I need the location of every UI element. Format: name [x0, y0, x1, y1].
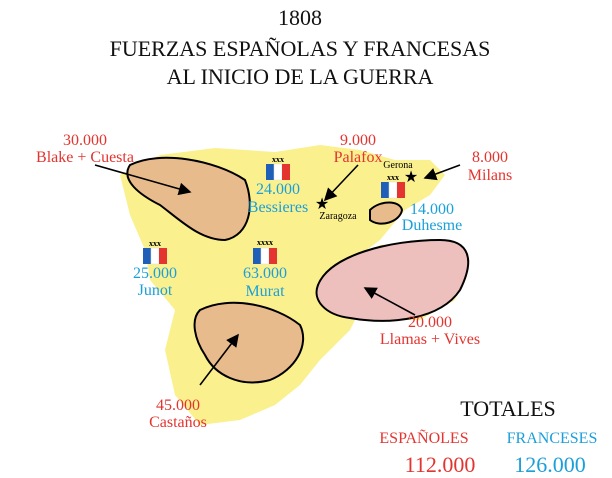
- arrow: [323, 164, 359, 202]
- army-region: [369, 201, 404, 225]
- army-region: [193, 301, 305, 384]
- arrow: [423, 164, 461, 181]
- commander: Castaños: [149, 414, 207, 431]
- troops: 25.000: [133, 265, 177, 282]
- flag: [142, 247, 168, 265]
- flag: [265, 163, 291, 181]
- commander: Blake + Cuesta: [36, 149, 134, 166]
- troops: 20.000: [408, 314, 452, 331]
- place-label: Gerona: [383, 160, 413, 171]
- title: FUERZAS ESPAÑOLAS Y FRANCESAS: [110, 36, 491, 61]
- troops: 30.000: [63, 132, 107, 149]
- title: AL INICIO DE LA GUERRA: [167, 64, 434, 89]
- arrow: [363, 287, 416, 316]
- totals-value: 126.000: [514, 452, 586, 477]
- star: ★: [315, 196, 329, 213]
- arrow: [199, 333, 239, 386]
- flag: [380, 181, 406, 199]
- flag: [252, 247, 278, 265]
- place-label: Zaragoza: [319, 211, 357, 222]
- totals-value: 112.000: [405, 452, 476, 477]
- army-region: [315, 238, 470, 322]
- troops: 45.000: [156, 397, 200, 414]
- star: ★: [404, 169, 418, 186]
- arrow: [94, 164, 192, 196]
- troops: 63.000: [243, 265, 287, 282]
- rank: xxxx: [257, 238, 273, 247]
- totals-label: FRANCESES: [507, 430, 598, 447]
- commander: Milans: [468, 167, 512, 184]
- title-year: 1808: [278, 5, 322, 30]
- troops: 24.000: [256, 181, 300, 198]
- commander: Duhesme: [402, 217, 462, 234]
- totals-heading: TOTALES: [460, 396, 556, 421]
- commander: Bessieres: [248, 199, 308, 216]
- totals-label: ESPAÑOLES: [379, 429, 468, 447]
- commander: Llamas + Vives: [380, 331, 480, 348]
- commander: Junot: [138, 282, 173, 299]
- rank: xxx: [149, 239, 161, 248]
- troops: 9.000: [340, 132, 376, 149]
- commander: Palafox: [334, 149, 383, 166]
- commander: Murat: [245, 283, 285, 300]
- rank: xxx: [387, 173, 399, 182]
- rank: xxx: [272, 155, 284, 164]
- troops: 8.000: [472, 149, 508, 166]
- army-region: [126, 156, 251, 242]
- troops: 14.000: [410, 201, 454, 218]
